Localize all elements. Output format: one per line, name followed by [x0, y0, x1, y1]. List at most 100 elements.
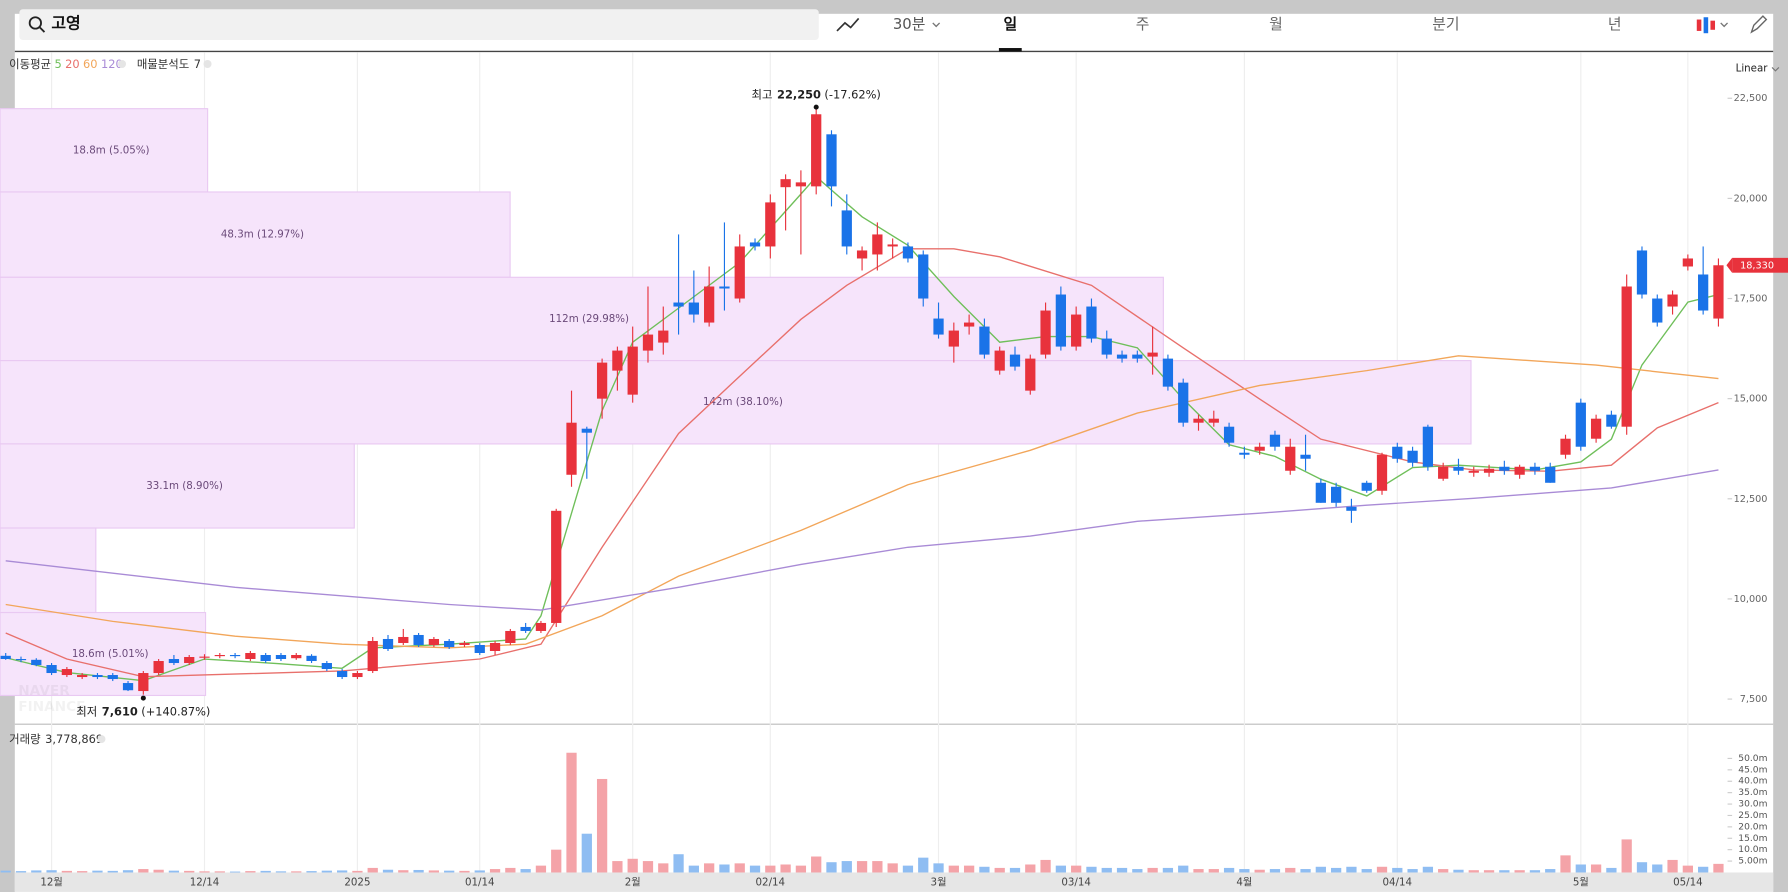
ma-legend-label: 이동평균 [9, 56, 51, 70]
candle-body [1636, 250, 1648, 295]
y-tick-label: 10,000 [1734, 594, 1768, 605]
volume-bar [1545, 869, 1556, 873]
volume-bar [1269, 869, 1281, 873]
volume-bar [551, 849, 562, 873]
period-tab[interactable]: 분기 [1432, 16, 1459, 33]
candle-body [841, 210, 852, 247]
indicator-icon[interactable] [836, 17, 860, 32]
volume-profile-label: 142m (38.10%) [703, 396, 783, 408]
volume-bar [92, 870, 103, 873]
candle-body [1239, 452, 1250, 455]
period-tab[interactable]: 주 [1136, 16, 1150, 33]
candle-body [811, 114, 822, 187]
legend-close[interactable] [97, 735, 106, 744]
volume-tick-label: 10.0m [1738, 845, 1767, 855]
volume-bar [61, 870, 73, 873]
draw-icon[interactable] [1750, 15, 1768, 34]
candle-body [795, 182, 807, 187]
volume-bar [1178, 865, 1189, 873]
icon-part [1703, 17, 1709, 34]
candle-body [459, 642, 470, 645]
candle-body [551, 510, 562, 623]
profile-legend-count: 7 [194, 56, 201, 70]
candle-body [933, 318, 944, 335]
x-tick-label: 2월 [625, 877, 641, 889]
volume-bar [428, 870, 440, 873]
volume-tick-label: 35.0m [1738, 788, 1767, 798]
volume-tick-label: 45.0m [1738, 765, 1767, 775]
volume-bar [1208, 869, 1219, 873]
volume-bar [77, 871, 88, 873]
scale-mode[interactable]: Linear [1736, 63, 1769, 75]
candle-body [352, 673, 363, 678]
volume-profile-label: 48.3m (12.97%) [221, 229, 304, 241]
legend-close[interactable] [203, 60, 212, 68]
volume-bar [1575, 864, 1586, 873]
volume-bar [704, 863, 715, 873]
volume-bar [1560, 855, 1571, 873]
candle-body [474, 644, 485, 654]
volume-bar [1499, 870, 1510, 873]
candle-body [77, 675, 88, 678]
candle-body [704, 286, 715, 323]
volume-profile-band [0, 443, 355, 529]
volume-bar [1346, 866, 1357, 873]
period-tab[interactable]: 월 [1269, 16, 1283, 33]
candle-body [1025, 358, 1036, 391]
period-tab[interactable]: 일 [1003, 16, 1017, 33]
candle-body [15, 659, 27, 661]
volume-profile-band [0, 108, 209, 193]
search-box[interactable] [19, 9, 819, 41]
volume-legend: 거래량 3,778,869 [9, 732, 103, 746]
candle-body [1254, 446, 1265, 451]
candle-body [1009, 354, 1021, 367]
ma-legend-item: 20 [65, 56, 79, 70]
volume-bar [1285, 867, 1296, 873]
period-tab[interactable]: 년 [1608, 16, 1622, 33]
volume-bar [994, 867, 1005, 873]
candle-body [673, 302, 684, 307]
candle-body [1223, 426, 1235, 443]
volume-bar [1713, 863, 1724, 873]
volume-bar [1438, 869, 1449, 873]
candle-body [1652, 298, 1663, 323]
candle-body [1392, 446, 1403, 459]
volume-bar [1055, 865, 1067, 873]
legend-close[interactable] [118, 60, 127, 68]
volume-bar [1361, 869, 1372, 873]
interval-select[interactable]: 30분 [893, 16, 925, 33]
candle-body [1590, 418, 1602, 439]
candle-body [658, 330, 669, 343]
volume-bar [1223, 867, 1235, 873]
candle-body [780, 179, 791, 188]
candle-body [153, 661, 164, 674]
volume-bar [933, 863, 944, 873]
volume-bar [856, 861, 868, 873]
ma-legend-item: 60 [83, 56, 98, 70]
candle-body [1514, 466, 1525, 475]
candle-body [260, 655, 271, 662]
candle-body [367, 640, 378, 672]
y-tick-label: 12,500 [1734, 494, 1768, 505]
x-tick-label: 04/14 [1383, 877, 1413, 889]
annotation-change: (+140.87%) [141, 704, 210, 718]
volume-bar [918, 857, 929, 873]
chart-type-icon[interactable] [1696, 17, 1716, 34]
candle-body [1346, 506, 1357, 511]
x-tick-label: 01/14 [465, 877, 495, 889]
candle-body [1468, 470, 1479, 473]
volume-profile-band [0, 611, 207, 697]
volume-bar [1239, 869, 1250, 873]
x-tick-label: 3월 [931, 877, 947, 889]
candle-body [642, 334, 654, 351]
volume-bar [229, 871, 241, 873]
candle-body [214, 655, 225, 657]
candle-body [948, 330, 959, 347]
volume-bar [627, 858, 638, 873]
volume-bar [1132, 869, 1143, 873]
volume-bar [673, 854, 684, 873]
candle-body [1101, 338, 1112, 355]
candle-body [1560, 438, 1571, 455]
search-text[interactable]: 고영 [51, 14, 80, 33]
